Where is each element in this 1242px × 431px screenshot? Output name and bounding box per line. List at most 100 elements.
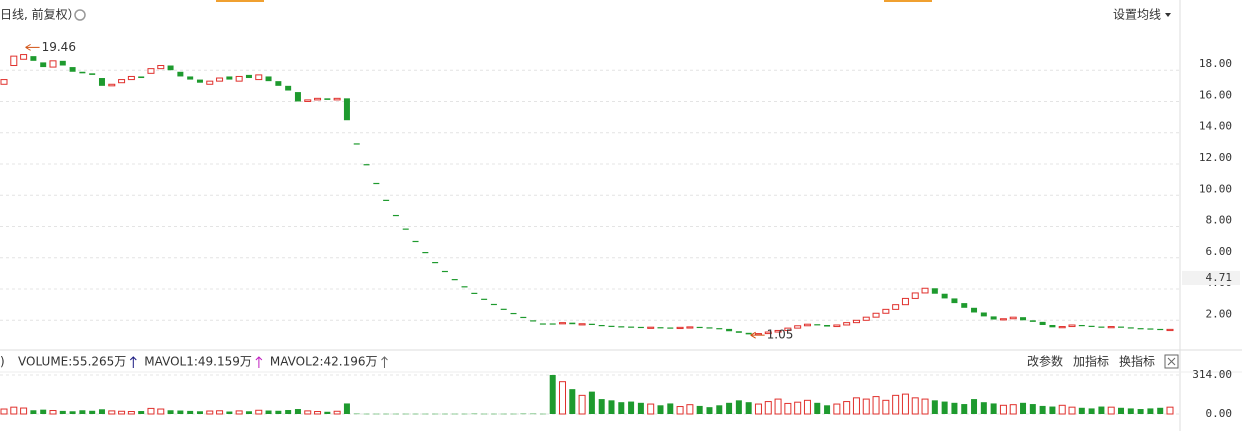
volume-bar: [588, 391, 595, 414]
volume-bar: [20, 407, 28, 415]
price-tag: [1182, 270, 1240, 285]
volume-bar: [911, 397, 919, 415]
close-icon[interactable]: [1167, 357, 1176, 366]
candle: [20, 54, 28, 60]
candle: [833, 324, 841, 328]
candle: [549, 323, 556, 325]
candle: [784, 327, 792, 331]
candle: [481, 298, 488, 300]
candle: [0, 79, 8, 85]
candle: [294, 92, 301, 102]
volume-bar: [647, 403, 655, 415]
volume-bar: [275, 410, 282, 414]
volume-bar: [1078, 407, 1085, 414]
candle: [1118, 326, 1125, 328]
candle: [608, 325, 615, 327]
candle: [882, 308, 890, 314]
volume-bar: [578, 394, 586, 415]
volume-bar: [108, 410, 116, 415]
candle: [716, 328, 723, 330]
candle: [539, 323, 546, 325]
close-button[interactable]: [1164, 354, 1179, 369]
y-tick-label: 2.00: [1206, 307, 1233, 320]
candle: [667, 327, 674, 329]
candle: [745, 332, 752, 335]
candle: [314, 97, 322, 101]
candle: [89, 73, 96, 75]
volume-bar: [764, 401, 772, 415]
candle: [598, 324, 605, 327]
volume-bar: [167, 410, 174, 414]
candle: [392, 214, 399, 217]
candle: [353, 143, 360, 145]
volume-bar: [1009, 404, 1017, 415]
volume-bar: [803, 399, 811, 415]
volume-bar: [79, 410, 86, 414]
candle: [1166, 328, 1174, 332]
candle: [138, 76, 145, 79]
candle: [754, 333, 762, 336]
candle: [941, 293, 948, 299]
y-tick-label: 18.00: [1199, 57, 1232, 70]
candle: [990, 316, 997, 320]
volume-bar: [40, 409, 47, 414]
volume-bar: [1039, 405, 1046, 414]
dropdown-icon[interactable]: [1165, 13, 1171, 17]
candle: [226, 76, 233, 80]
volume-bar: [1049, 406, 1056, 414]
candle: [764, 331, 772, 335]
volume-bar: [716, 405, 723, 414]
volume-bar: [628, 401, 635, 414]
candle: [216, 77, 224, 82]
candle: [657, 327, 664, 329]
candle: [402, 228, 409, 230]
volume-bar: [657, 405, 664, 414]
candle: [774, 329, 782, 333]
candle: [794, 325, 802, 329]
candle: [49, 60, 57, 68]
candle: [79, 71, 86, 74]
volume-bar: [921, 398, 929, 415]
volume-bar: [872, 396, 880, 415]
volume-bar: [245, 411, 252, 414]
volume-bar: [1118, 407, 1125, 414]
candle: [628, 326, 635, 328]
volume-bar: [441, 413, 448, 415]
volume-bar: [265, 410, 272, 414]
volume-bar: [745, 402, 752, 414]
indicator-button[interactable]: 改参数: [1027, 354, 1063, 369]
candle: [363, 164, 370, 166]
indicator-button[interactable]: 加指标: [1073, 354, 1109, 369]
candle: [118, 79, 126, 84]
y-tick-label: 16.00: [1199, 88, 1232, 101]
volume-bar: [138, 411, 145, 414]
volume-bar: [235, 410, 243, 415]
volume-bar: [1137, 409, 1144, 414]
candle: [1039, 321, 1046, 325]
volume-bar: [1127, 408, 1134, 414]
candle: [1049, 324, 1056, 328]
candle: [951, 298, 958, 304]
indicator-button[interactable]: 换指标: [1119, 354, 1155, 369]
ma-settings[interactable]: 设置均线: [1113, 8, 1161, 22]
volume-bar: [432, 413, 439, 415]
volume-bar: [196, 411, 203, 414]
candle: [343, 98, 350, 121]
settings-icon[interactable]: [74, 9, 86, 21]
volume-bar: [451, 413, 458, 415]
volume-bar: [1088, 408, 1095, 414]
y-tick-label: 6.00: [1206, 245, 1233, 258]
candle: [814, 324, 821, 326]
candle: [235, 75, 243, 82]
volume-bar: [618, 402, 625, 414]
candle: [304, 99, 312, 102]
volume-bar: [118, 410, 126, 415]
candle: [1127, 327, 1134, 329]
volume-bar: [824, 405, 831, 414]
candle: [441, 270, 448, 273]
candle: [1029, 320, 1036, 322]
volume-bar: [852, 397, 860, 415]
volume-bar: [559, 381, 567, 415]
candle: [1058, 326, 1066, 329]
